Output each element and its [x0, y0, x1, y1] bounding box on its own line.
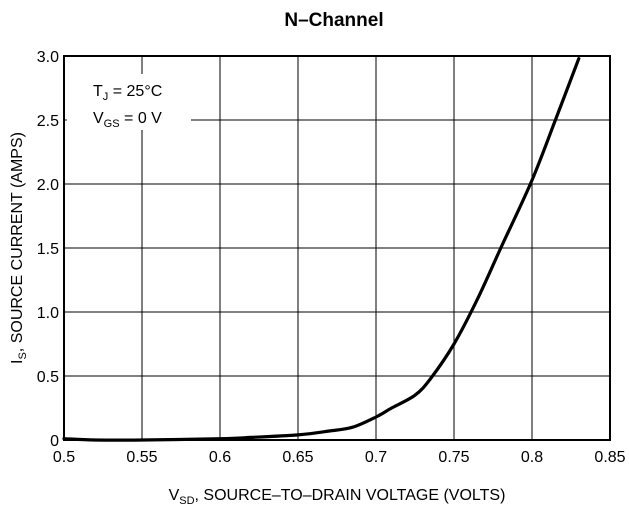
- x-tick-label: 0.65: [282, 449, 313, 466]
- x-axis-label: VSD, SOURCE–TO–DRAIN VOLTAGE (VOLTS): [169, 487, 506, 507]
- y-tick-label: 2.5: [37, 113, 59, 130]
- y-tick-label: 3.0: [37, 49, 59, 66]
- y-tick-label: 0.5: [37, 369, 59, 386]
- x-axis-ticks: 0.5 0.55 0.6 0.65 0.7 0.75 0.8 0.85: [53, 449, 626, 466]
- y-tick-label: 0: [50, 433, 59, 450]
- annotation-temperature: TJ = 25°C: [93, 83, 162, 103]
- x-tick-label: 0.55: [126, 449, 157, 466]
- x-tick-label: 0.5: [53, 449, 75, 466]
- y-axis-label: IS, SOURCE CURRENT (AMPS): [9, 132, 29, 364]
- series-line-is-vs-vsd: [62, 57, 581, 442]
- y-axis-ticks: 0 0.5 1.0 1.5 2.0 2.5 3.0: [37, 49, 59, 450]
- chart-title: N–Channel: [284, 10, 383, 31]
- annotation-vgs: VGS = 0 V: [93, 110, 162, 130]
- x-tick-label: 0.85: [594, 449, 625, 466]
- y-tick-label: 2.0: [37, 177, 59, 194]
- x-tick-label: 0.6: [209, 449, 231, 466]
- y-tick-label: 1.5: [37, 241, 59, 258]
- x-tick-label: 0.7: [365, 449, 387, 466]
- x-tick-label: 0.8: [521, 449, 543, 466]
- annotation-box: [67, 74, 191, 130]
- y-tick-label: 1.0: [37, 305, 59, 322]
- plot-frame: [63, 55, 611, 441]
- x-tick-label: 0.75: [438, 449, 469, 466]
